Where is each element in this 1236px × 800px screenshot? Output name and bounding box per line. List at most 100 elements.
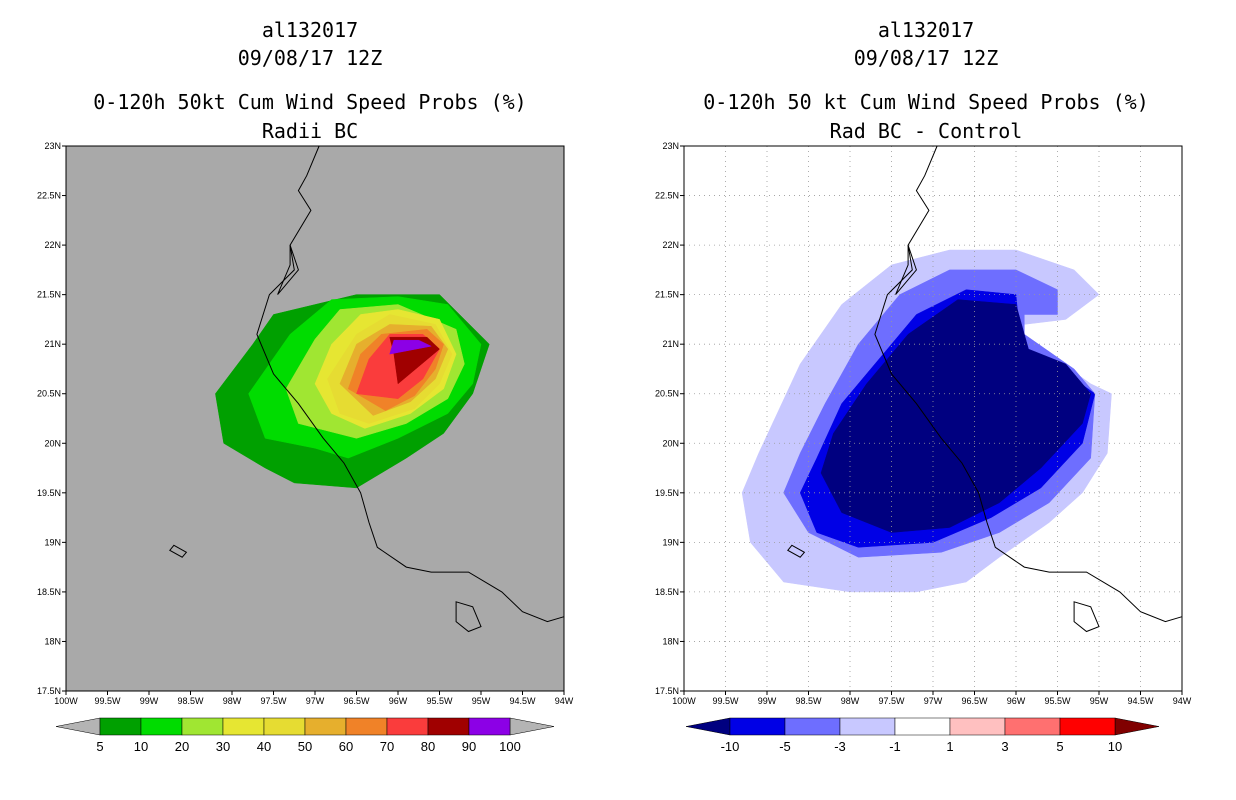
left-island-outline xyxy=(455,601,482,633)
right-colorbar-swatch xyxy=(839,717,896,736)
left-title: 0-120h 50kt Cum Wind Speed Probs (%) xyxy=(93,90,527,114)
left-colorbar-swatch xyxy=(345,717,388,736)
left-contour-fill-9 xyxy=(389,339,432,355)
left-colorbar-label: 100 xyxy=(499,739,521,754)
right-lon-label: 96W xyxy=(1007,696,1026,706)
right-colorbar: -10 -5 -3 -1 1 3 5 10 xyxy=(685,717,1160,754)
right-datetime: 09/08/17 12Z xyxy=(853,46,999,70)
left-colorbar-over-arrow xyxy=(509,717,555,736)
right-difference-map: 23N 22.5N 22N 21.5N 21N 20.5N 20N 19.5N 19N 18.5N… xyxy=(655,141,1192,706)
left-lon-label: 96W xyxy=(389,696,408,706)
left-probability-map: 23N 22.5N 22N 21.5N 21N 20.5N 20N 19.5N 19N 18.5N… xyxy=(37,141,574,706)
right-colorbar-label: 10 xyxy=(1108,739,1122,754)
right-coastline xyxy=(874,145,1183,623)
left-lat-label: 19N xyxy=(44,537,61,547)
right-colorbar-label: 1 xyxy=(946,739,953,754)
left-colorbar-swatch xyxy=(468,717,511,736)
right-colorbar-label: -10 xyxy=(721,739,740,754)
left-lon-label: 95.5W xyxy=(426,696,453,706)
right-colorbar-label: 5 xyxy=(1056,739,1063,754)
right-lon-label: 95W xyxy=(1090,696,1109,706)
right-colorbar-swatch xyxy=(784,717,841,736)
left-lat-label: 21.5N xyxy=(37,290,61,300)
right-colorbar-label: 3 xyxy=(1001,739,1008,754)
right-lon-label: 98.5W xyxy=(795,696,822,706)
left-colorbar-label: 50 xyxy=(298,739,312,754)
right-island-outline xyxy=(787,544,806,558)
right-colorbar-swatch xyxy=(894,717,951,736)
right-lat-label: 20N xyxy=(662,438,679,448)
left-lon-label: 97W xyxy=(306,696,325,706)
left-colorbar-swatch xyxy=(181,717,224,736)
right-colorbar-swatch xyxy=(729,717,786,736)
right-lat-label: 18.5N xyxy=(655,587,679,597)
left-colorbar-swatch xyxy=(304,717,347,736)
left-lon-label: 94.5W xyxy=(509,696,536,706)
right-lon-label: 99W xyxy=(758,696,777,706)
right-lat-label: 21N xyxy=(662,339,679,349)
left-subtitle: Radii BC xyxy=(261,119,359,143)
right-lat-label: 21.5N xyxy=(655,290,679,300)
left-colorbar-label: 80 xyxy=(421,739,435,754)
right-colorbar-swatch xyxy=(949,717,1006,736)
right-colorbar-label: -5 xyxy=(779,739,791,754)
left-colorbar-swatch xyxy=(263,717,306,736)
left-lon-label: 98W xyxy=(223,696,242,706)
right-lat-label: 23N xyxy=(662,141,679,151)
left-lon-label: 97.5W xyxy=(260,696,287,706)
left-colorbar-swatch xyxy=(427,717,470,736)
left-colorbar-under-arrow xyxy=(55,717,101,736)
right-lon-label: 100W xyxy=(672,696,696,706)
left-colorbar-label: 5 xyxy=(96,739,103,754)
left-lon-label: 99W xyxy=(140,696,159,706)
left-island-outline xyxy=(169,544,188,558)
left-lat-label: 21N xyxy=(44,339,61,349)
right-lon-label: 95.5W xyxy=(1044,696,1071,706)
left-lat-label: 23N xyxy=(44,141,61,151)
left-lon-label: 99.5W xyxy=(94,696,121,706)
right-lon-label: 99.5W xyxy=(712,696,739,706)
right-lon-label: 97W xyxy=(924,696,943,706)
left-colorbar-label: 10 xyxy=(134,739,148,754)
right-lat-label: 20.5N xyxy=(655,389,679,399)
right-storm-id: al132017 xyxy=(877,18,975,42)
left-colorbar-swatch xyxy=(140,717,183,736)
right-lon-label: 96.5W xyxy=(961,696,988,706)
right-contour-fill-3 xyxy=(820,299,1091,533)
left-lat-label: 18.5N xyxy=(37,587,61,597)
left-lon-label: 96.5W xyxy=(343,696,370,706)
left-lon-label: 98.5W xyxy=(177,696,204,706)
left-colorbar-label: 20 xyxy=(175,739,189,754)
right-lat-label: 19.5N xyxy=(655,488,679,498)
left-lat-label: 20.5N xyxy=(37,389,61,399)
left-storm-id: al132017 xyxy=(261,18,359,42)
right-colorbar-swatch xyxy=(1059,717,1116,736)
right-lat-label: 22N xyxy=(662,240,679,250)
right-lon-label: 97.5W xyxy=(878,696,905,706)
left-lat-label: 17.5N xyxy=(37,686,61,696)
right-lagoon-outline xyxy=(895,244,917,295)
right-colorbar-label: -1 xyxy=(889,739,901,754)
left-lat-label: 22N xyxy=(44,240,61,250)
right-lon-label: 98W xyxy=(841,696,860,706)
left-colorbar-swatch xyxy=(386,717,429,736)
right-subtitle: Rad BC - Control xyxy=(829,119,1023,143)
left-lat-label: 19.5N xyxy=(37,488,61,498)
right-title: 0-120h 50 kt Cum Wind Speed Probs (%) xyxy=(703,90,1149,114)
left-datetime: 09/08/17 12Z xyxy=(237,46,383,70)
left-lon-label: 100W xyxy=(54,696,78,706)
right-colorbar-under-arrow xyxy=(685,717,731,736)
right-lon-label: 94W xyxy=(1173,696,1192,706)
left-lon-label: 94W xyxy=(555,696,574,706)
left-colorbar-label: 70 xyxy=(380,739,394,754)
left-lat-label: 18N xyxy=(44,636,61,646)
right-lat-label: 19N xyxy=(662,537,679,547)
right-lat-label: 22.5N xyxy=(655,191,679,201)
right-lat-label: 18N xyxy=(662,636,679,646)
left-lagoon-outline xyxy=(277,244,299,295)
left-lat-label: 20N xyxy=(44,438,61,448)
left-colorbar-label: 60 xyxy=(339,739,353,754)
left-colorbar-swatch xyxy=(222,717,265,736)
left-colorbar-swatch xyxy=(99,717,142,736)
